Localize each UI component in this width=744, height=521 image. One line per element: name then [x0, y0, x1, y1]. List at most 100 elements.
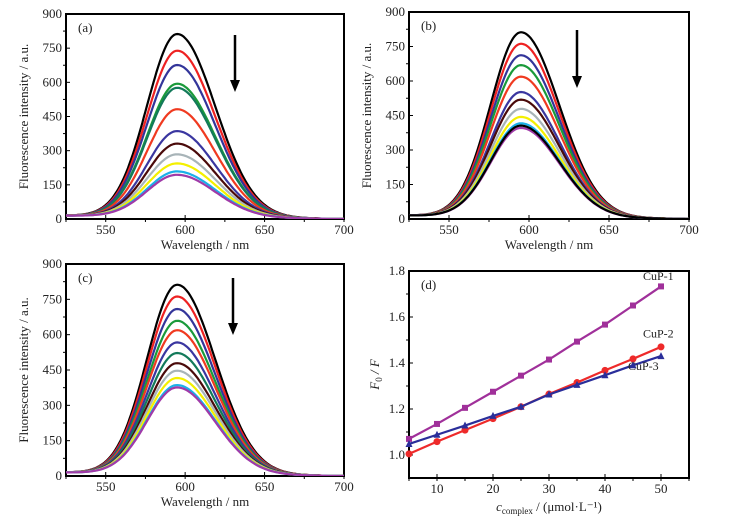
- data-point: [601, 371, 609, 379]
- x-axis-label: Wavelength / nm: [161, 494, 250, 509]
- data-point: [433, 438, 441, 446]
- x-tick-label: 550: [96, 222, 116, 237]
- x-tick-label: 700: [334, 479, 354, 494]
- x-label-symbol: c: [496, 499, 502, 514]
- y-tick-label: 450: [386, 108, 406, 123]
- y-tick-label: 450: [43, 362, 63, 377]
- y-axis-label: Fluorescence intensity / a.u.: [16, 297, 31, 443]
- data-point: [405, 450, 413, 458]
- panel-label: (d): [421, 277, 436, 292]
- data-point: [489, 411, 497, 419]
- data-point: [601, 366, 609, 374]
- x-axis-label: Wavelength / nm: [161, 237, 250, 252]
- y-tick-label: 300: [386, 142, 406, 157]
- series-line: [408, 355, 662, 446]
- data-point: [602, 321, 608, 328]
- x-tick-label: 20: [487, 481, 500, 496]
- series-group: [66, 32, 344, 219]
- data-point: [406, 435, 412, 442]
- series-group: [409, 31, 689, 219]
- y-label-subscript: 0: [374, 377, 384, 382]
- arrow-head-icon: [228, 323, 238, 335]
- data-point: [629, 355, 637, 363]
- y-tick-label: 450: [43, 109, 63, 124]
- y-tick-label: 600: [386, 73, 406, 88]
- x-tick-label: 50: [655, 481, 668, 496]
- y-tick-label: 900: [43, 6, 63, 21]
- y-tick-label: 750: [386, 39, 406, 54]
- y-tick-label: 0: [56, 211, 63, 226]
- plot-frame: [65, 13, 345, 220]
- x-tick-label: 550: [439, 222, 459, 237]
- y-tick-label: 600: [43, 327, 63, 342]
- data-point: [657, 343, 665, 351]
- y-axis-label: Fluorescence intensity / a.u.: [16, 44, 31, 190]
- data-point: [434, 420, 440, 427]
- y-tick-label: 1.8: [389, 263, 405, 278]
- data-point: [630, 302, 636, 309]
- arrow-head-icon: [230, 80, 240, 92]
- data-point: [658, 283, 664, 290]
- y-tick-label: 0: [56, 468, 63, 483]
- spectrum-line: [66, 86, 344, 219]
- spectrum-line: [66, 329, 344, 476]
- data-point: [629, 361, 637, 369]
- x-tick-label: 650: [255, 479, 275, 494]
- x-tick-label: 700: [334, 222, 354, 237]
- y-tick-label: 750: [43, 291, 63, 306]
- y-tick-label: 1.6: [389, 309, 406, 324]
- spectrum-line: [66, 170, 344, 219]
- plot-frame: [65, 263, 345, 477]
- y-label-symbol: F: [367, 381, 382, 391]
- y-tick-label: 1.0: [389, 447, 405, 462]
- y-tick-label: 600: [43, 74, 63, 89]
- y-label-rest: / F: [367, 358, 382, 377]
- x-tick-label: 550: [96, 479, 116, 494]
- x-axis-label: Wavelength / nm: [505, 237, 594, 252]
- spectrum-panel-c: 550 600 650 700 0 150 300 450 600 750 900 (c) Wavele…: [16, 256, 354, 509]
- spectrum-line: [66, 319, 344, 476]
- spectrum-line: [66, 32, 344, 219]
- y-axis-label: F0 / F: [367, 358, 384, 391]
- y-tick-label: 150: [43, 177, 63, 192]
- y-tick-label: 300: [43, 143, 63, 158]
- x-tick-label: 650: [599, 222, 619, 237]
- spectrum-line: [66, 173, 344, 219]
- panel-label: (b): [421, 18, 436, 33]
- spectrum-line: [66, 295, 344, 476]
- data-point: [546, 356, 552, 363]
- x-axis-label: ccomplex / (μmol·L⁻¹): [496, 499, 602, 516]
- legend-label: CuP-1: [643, 269, 674, 283]
- panel-label: (a): [78, 20, 92, 35]
- stern-volmer-panel-d: 10 20 30 40 50 1.0 1.2 1.4 1.6 1.8 (d) CuP-1 CuP-2 Cu…: [367, 263, 690, 516]
- spectrum-line: [409, 54, 689, 219]
- plot-frame: [408, 270, 690, 479]
- x-tick-label: 650: [255, 222, 275, 237]
- spectrum-panel-a: 550 600 650 700 0 150 300 450 600 750 900 (a) Wavele…: [16, 6, 354, 252]
- x-tick-label: 600: [175, 479, 195, 494]
- x-tick-label: 600: [519, 222, 539, 237]
- data-point: [462, 404, 468, 411]
- spectrum-line: [66, 386, 344, 476]
- series-group: [66, 283, 344, 476]
- x-tick-label: 10: [431, 481, 444, 496]
- y-tick-label: 750: [43, 40, 63, 55]
- data-point: [573, 380, 581, 388]
- spectrum-line: [66, 307, 344, 476]
- y-tick-label: 150: [386, 177, 406, 192]
- legend-label: CuP-2: [643, 327, 674, 341]
- spectrum-line: [409, 98, 689, 219]
- x-tick-label: 40: [599, 481, 612, 496]
- series-line: [408, 285, 662, 440]
- data-point: [433, 430, 441, 438]
- arrow-head-icon: [572, 76, 582, 88]
- spectrum-line: [409, 124, 689, 219]
- x-label-unit: / (μmol·L⁻¹): [533, 499, 602, 514]
- x-tick-label: 600: [175, 222, 195, 237]
- data-point: [490, 388, 496, 395]
- data-point: [545, 390, 553, 398]
- data-point: [405, 439, 413, 447]
- data-point: [657, 352, 665, 360]
- y-tick-label: 1.4: [389, 355, 406, 370]
